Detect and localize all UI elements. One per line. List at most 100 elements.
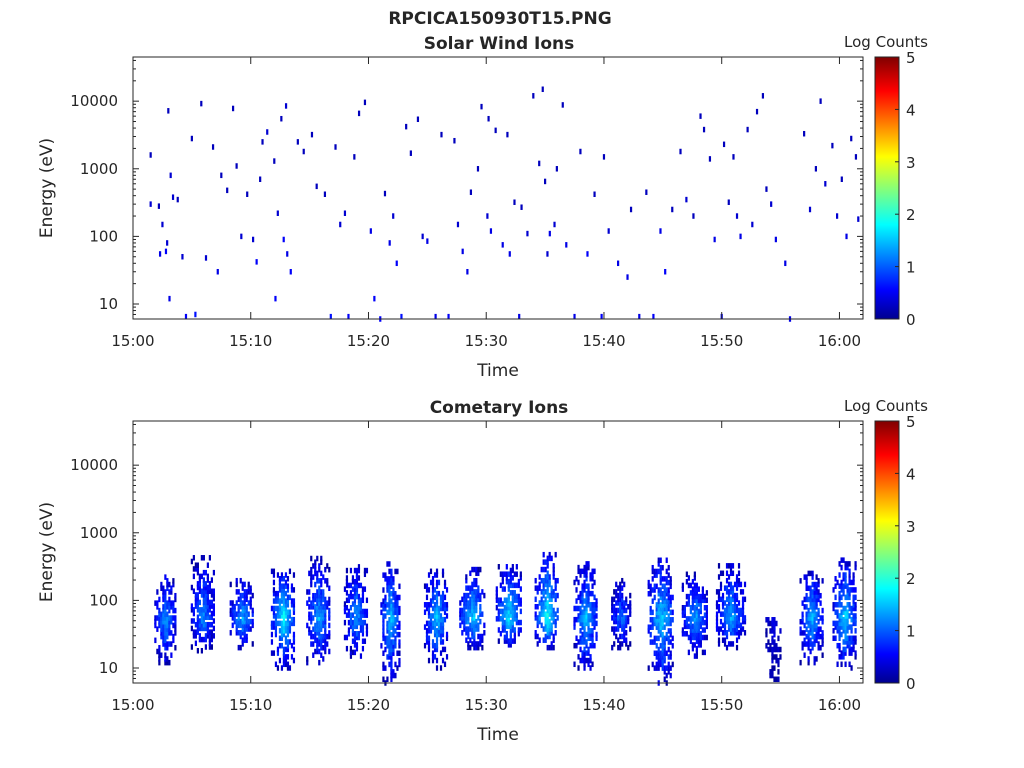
spectrogram-pixel [729, 581, 733, 588]
spectrogram-pixel [659, 576, 662, 582]
spectrogram-pixel [657, 591, 660, 597]
spectrogram-pixel [168, 607, 171, 614]
spectrogram-pixel [465, 574, 468, 580]
spectrogram-pixel [252, 236, 255, 243]
spectrogram-pixel [477, 641, 480, 647]
spectrogram-pixel [322, 633, 325, 640]
spectrogram-pixel [386, 635, 389, 642]
spectrogram-pixel [334, 144, 337, 150]
spectrogram-pixel [657, 613, 660, 619]
spectrogram-pixel [534, 596, 537, 603]
spectrogram-pixel [204, 633, 207, 639]
spectrogram-pixel [353, 631, 357, 637]
spectrogram-pixel [552, 592, 555, 599]
spectrogram-pixel [166, 581, 169, 588]
spectrogram-pixel [210, 592, 213, 598]
spectrogram-pixel [697, 631, 700, 637]
spectrogram-pixel [192, 566, 195, 572]
spectrogram-pixel [548, 577, 551, 584]
spectrogram-pixel [310, 574, 313, 580]
spectrogram-pixel [320, 652, 323, 658]
spectrogram-pixel [479, 566, 482, 573]
spectrogram-pixel [212, 569, 215, 576]
spectrogram-pixel [546, 574, 549, 580]
spectrogram-pixel [463, 618, 466, 625]
spectrogram-pixel [824, 181, 827, 187]
spectrogram-pixel [717, 603, 721, 610]
spectrogram-pixel [312, 604, 315, 610]
spectrogram-pixel [583, 613, 586, 619]
spectrogram-pixel [247, 581, 250, 588]
spectrogram-pixel [721, 596, 725, 603]
spectrogram-pixel [164, 637, 167, 644]
spectrogram-pixel [469, 626, 472, 632]
spectrogram-pixel [328, 585, 331, 592]
spectrogram-pixel [318, 589, 321, 595]
spectrogram-pixel [771, 650, 774, 656]
spectrogram-pixel [168, 604, 171, 610]
spectrogram-pixel [663, 609, 666, 616]
spectrogram-pixel [388, 617, 391, 623]
spectrogram-pixel [292, 609, 296, 615]
spectrogram-pixel [671, 643, 674, 649]
spectrogram-pixel [499, 630, 502, 637]
spectrogram-pixel [729, 622, 733, 629]
spectrogram-pixel [689, 590, 692, 596]
spectrogram-pixel [467, 603, 470, 610]
spectrogram-pixel [659, 657, 662, 664]
spectrogram-pixel [520, 204, 523, 210]
spectrogram-pixel [553, 221, 556, 228]
spectrogram-pixel [431, 654, 435, 660]
spectrogram-pixel [852, 635, 855, 641]
spectrogram-pixel [483, 592, 486, 599]
spectrogram-pixel [595, 605, 598, 612]
spectrogram-pixel [351, 612, 355, 618]
spectrogram-pixel [842, 616, 845, 623]
spectrogram-pixel [821, 615, 824, 621]
spectrogram-pixel [206, 595, 209, 602]
spectrogram-pixel [166, 604, 169, 610]
spectrogram-pixel [212, 610, 215, 617]
spectrogram-pixel [613, 630, 616, 636]
spectrogram-pixel [801, 618, 804, 625]
spectrogram-pixel [771, 628, 774, 634]
spectrogram-pixel [579, 590, 582, 597]
spectrogram-pixel [320, 589, 323, 595]
spectrogram-pixel [357, 110, 361, 117]
spectrogram-pixel [727, 589, 731, 595]
spectrogram-pixel [803, 130, 806, 137]
spectrogram-pixel [591, 616, 594, 623]
spectrogram-pixel [581, 583, 584, 589]
spectrogram-pixel [433, 654, 437, 660]
spectrogram-pixel [473, 615, 476, 621]
spectrogram-pixel [357, 582, 361, 589]
spectrogram-pixel [577, 564, 580, 571]
spectrogram-pixel [396, 631, 399, 638]
spectrogram-pixel [647, 624, 650, 630]
spectrogram-pixel [809, 570, 812, 577]
spectrogram-pixel [852, 616, 855, 623]
spectrogram-pixel [290, 642, 294, 649]
spectrogram-pixel [206, 633, 209, 639]
spectrogram-pixel [591, 631, 594, 638]
spectrogram-pixel [314, 633, 317, 640]
spectrogram-pixel [721, 600, 725, 606]
spectrogram-pixel [168, 626, 171, 632]
spectrogram-pixel [463, 603, 466, 610]
spectrogram-pixel [465, 615, 468, 621]
spectrogram-pixel [544, 178, 547, 185]
spectrogram-pixel [695, 649, 698, 656]
spectrogram-pixel [733, 626, 737, 632]
spectrogram-pixel [439, 602, 443, 608]
spectrogram-pixel [384, 598, 387, 604]
spectrogram-pixel [427, 613, 431, 619]
spectrogram-pixel [398, 583, 401, 590]
spectrogram-pixel [249, 600, 252, 606]
spectrogram-pixel [659, 228, 662, 234]
spectrogram-pixel [351, 578, 355, 585]
spectrogram-pixel [231, 600, 234, 606]
spectrogram-pixel [164, 622, 167, 629]
spectrogram-pixel [437, 624, 441, 630]
spectrogram-pixel [355, 612, 359, 618]
spectrogram-pixel [573, 642, 576, 649]
